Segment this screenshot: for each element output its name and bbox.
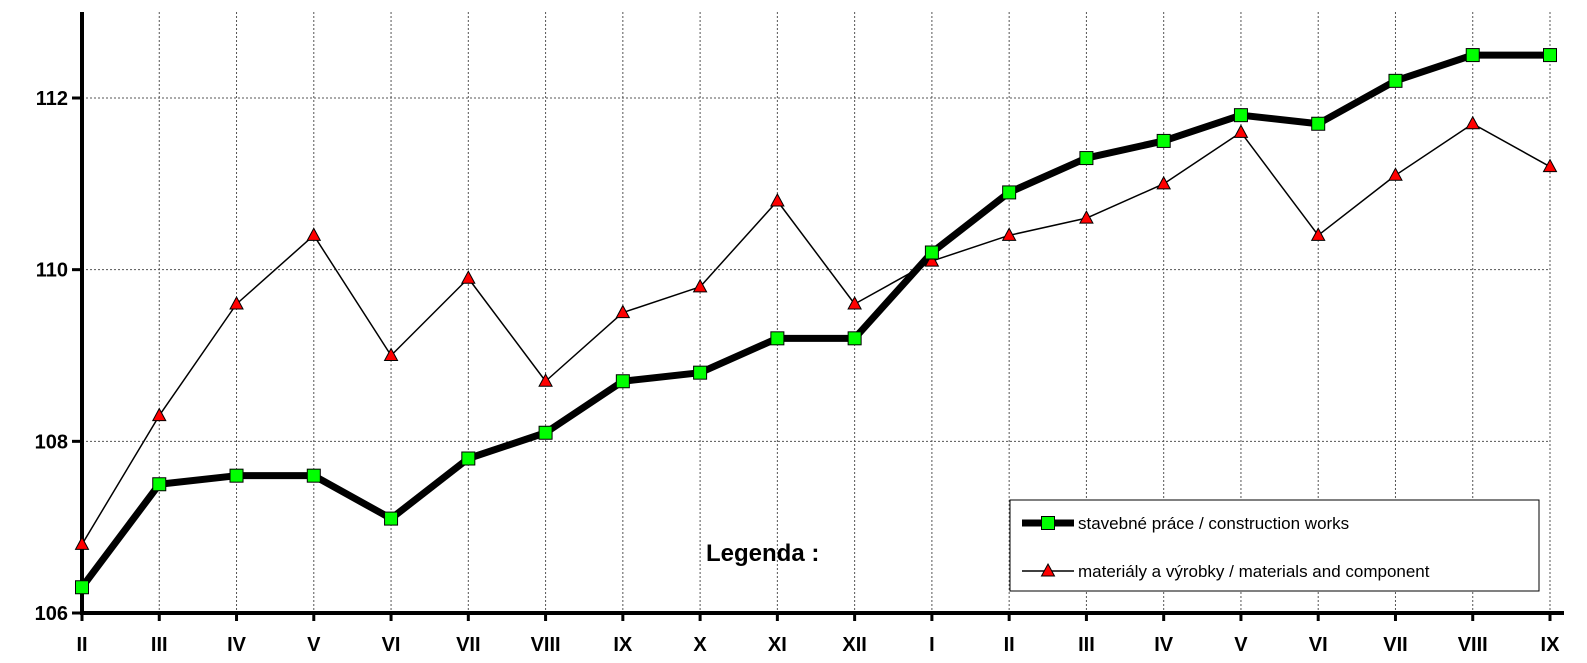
data-point-triangle [1156,175,1172,190]
x-tick-label: VII [1383,634,1407,656]
x-tick-label: IV [1154,634,1174,656]
data-point-square [1465,48,1480,63]
data-point-square [75,580,89,595]
legend-label: materiály a výrobky / materials and comp… [1078,562,1430,581]
data-point-triangle [770,192,785,207]
legend-swatch-square [1041,516,1055,530]
data-point-square [693,365,708,380]
data-point-triangle [1388,167,1403,181]
x-tick-label: V [1234,634,1248,656]
data-point-square [615,374,630,389]
data-point-triangle [1233,124,1249,138]
x-tick-labels: II III IV V VI VII VIII IX X XI XII I II III IV V VI VII V… [76,634,1560,656]
series-lines [79,51,1551,590]
legend: Legenda : stavebné práce / construction … [706,499,1540,592]
x-tick-label: VI [382,634,401,656]
data-point-square [1156,133,1171,148]
data-point-triangle [151,407,167,422]
data-point-triangle [460,270,476,284]
data-point-square [461,451,476,466]
x-tick-label: VI [1309,634,1328,656]
x-tick-label: VIII [531,634,561,656]
legend-items: stavebné práce / construction works mater… [1022,514,1430,581]
series-line-1 [79,51,1550,590]
y-tick-label: 106 [35,603,68,625]
data-point-triangle [692,278,708,293]
x-tick-label: X [693,634,707,656]
data-point-triangle [1079,210,1094,224]
data-point-triangle [306,227,322,241]
x-tick-label: II [76,634,87,656]
x-tick-label: XII [842,634,866,656]
data-point-triangle [1542,158,1558,173]
y-tick-labels: 106 108 110 112 [35,88,68,625]
x-tick-label: II [1004,634,1015,656]
x-tick-label: III [151,634,168,656]
x-tick-label: V [307,634,321,656]
data-point-square [152,477,167,492]
x-tick-label: VII [456,634,480,656]
data-point-square [538,425,553,440]
data-point-square [924,245,939,260]
data-point-square [1543,48,1557,63]
x-tick-label: IX [1541,634,1561,656]
data-point-square [306,468,321,483]
data-point-square [1233,108,1248,123]
data-point-triangle [383,347,399,361]
legend-swatch-triangle [1040,562,1056,577]
data-point-triangle [1310,227,1326,241]
x-tick-label: IV [227,634,247,656]
x-tick-label: XI [768,634,787,656]
axes [72,12,1564,621]
data-point-square [1311,116,1326,131]
x-tick-label: VIII [1458,634,1488,656]
data-point-triangle [924,253,940,267]
data-point-triangle [1001,227,1017,241]
x-tick-label: IX [613,634,633,656]
data-point-triangle [229,295,244,310]
x-tick-label: I [929,634,935,656]
legend-title: Legenda : [706,540,819,567]
series-line-2 [81,123,1551,545]
series-markers [74,48,1558,595]
x-tick-label: III [1078,634,1095,656]
data-point-triangle [538,373,553,387]
data-point-square [1388,73,1403,88]
data-point-square [384,511,399,526]
data-point-square [770,331,785,346]
legend-box [1009,499,1540,592]
data-point-square [1079,151,1094,166]
y-tick-label: 108 [35,431,68,453]
data-point-square [847,331,862,346]
data-point-square [229,468,244,483]
legend-label: stavebné práce / construction works [1078,514,1349,533]
data-point-square [1002,185,1017,200]
data-point-triangle [847,295,862,310]
data-point-triangle [1465,115,1481,130]
data-point-triangle [615,304,631,319]
y-tick-label: 110 [36,260,68,282]
y-tick-label: 112 [36,88,68,110]
data-point-triangle [74,536,90,550]
